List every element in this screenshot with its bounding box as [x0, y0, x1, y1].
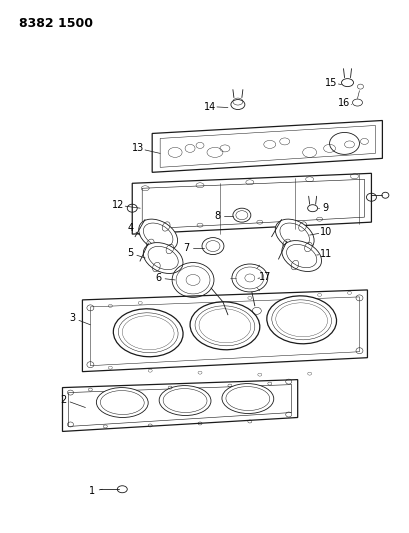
Polygon shape [132, 173, 371, 234]
Text: 16: 16 [337, 98, 350, 108]
Ellipse shape [190, 302, 259, 350]
Text: 9: 9 [322, 203, 328, 213]
Ellipse shape [113, 309, 182, 357]
Polygon shape [62, 379, 297, 431]
Text: 10: 10 [319, 227, 331, 237]
Ellipse shape [138, 219, 177, 251]
Text: 13: 13 [132, 143, 144, 154]
Ellipse shape [143, 243, 182, 273]
Text: 17: 17 [258, 272, 270, 282]
Text: 15: 15 [325, 78, 337, 87]
Text: 6: 6 [155, 273, 161, 283]
Text: 11: 11 [319, 249, 331, 259]
Ellipse shape [221, 384, 273, 414]
Polygon shape [82, 290, 366, 372]
Ellipse shape [96, 387, 148, 417]
Ellipse shape [159, 385, 211, 416]
Text: 4: 4 [127, 223, 133, 233]
Text: 1: 1 [89, 486, 95, 496]
Ellipse shape [266, 296, 336, 344]
Text: 5: 5 [127, 248, 133, 258]
Polygon shape [152, 120, 382, 172]
Ellipse shape [274, 219, 313, 251]
Text: 3: 3 [69, 313, 75, 323]
Text: 12: 12 [112, 200, 124, 210]
Ellipse shape [281, 240, 321, 271]
Text: 8: 8 [213, 211, 220, 221]
Text: 8382 1500: 8382 1500 [18, 17, 92, 30]
Text: 14: 14 [203, 102, 216, 111]
Text: 7: 7 [182, 243, 189, 253]
Text: 2: 2 [60, 394, 66, 405]
